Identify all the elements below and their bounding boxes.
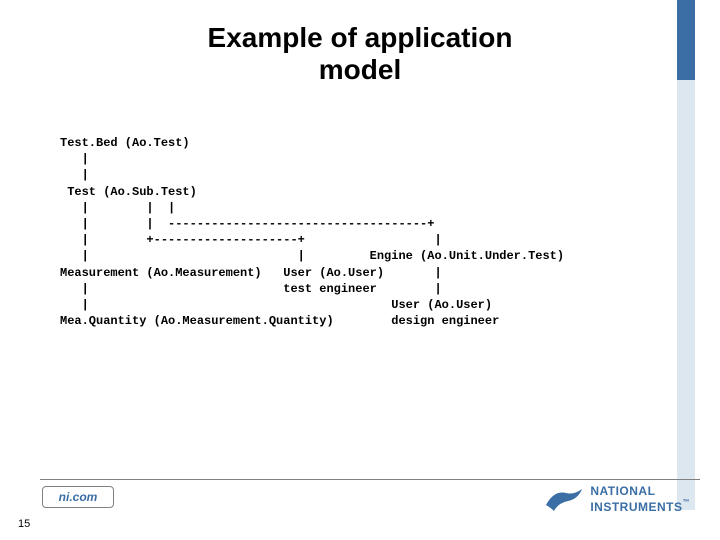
ascii-diagram: Test.Bed (Ao.Test) | | Test (Ao.Sub.Test…	[60, 135, 564, 329]
ni-com-label: ni.com	[59, 490, 98, 504]
ni-com-badge: ni.com	[42, 486, 114, 508]
decor-strip-light	[677, 80, 695, 510]
slide-title: Example of applicationmodel	[0, 22, 720, 86]
ni-logo: NATIONAL INSTRUMENTS™	[544, 483, 690, 515]
slide: Example of applicationmodel Test.Bed (Ao…	[0, 0, 720, 540]
ni-logo-text: NATIONAL INSTRUMENTS™	[590, 483, 690, 515]
logo-word2: INSTRUMENTS	[590, 500, 682, 514]
ni-eagle-icon	[544, 485, 584, 513]
logo-word1: NATIONAL	[590, 484, 655, 498]
page-number: 15	[18, 518, 30, 530]
logo-tm: ™	[683, 499, 691, 506]
footer-divider	[40, 479, 700, 480]
